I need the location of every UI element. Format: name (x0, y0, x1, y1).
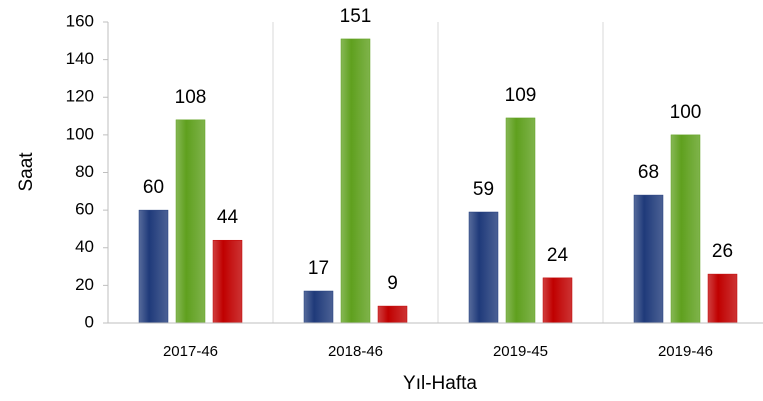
y-tick-label: 140 (66, 49, 94, 68)
bar (377, 305, 408, 324)
x-axis-title: Yıl-Hafta (403, 373, 477, 394)
x-tick-label: 2019-46 (658, 343, 713, 360)
x-tick-label: 2018-46 (328, 343, 383, 360)
bar (303, 290, 334, 324)
y-tick-label: 40 (75, 237, 94, 256)
y-axis-title: Saat (16, 152, 37, 192)
data-label: 9 (387, 273, 398, 294)
data-label: 68 (638, 162, 659, 183)
y-tick-label: 60 (75, 200, 94, 219)
bar (505, 117, 536, 324)
bar (212, 239, 243, 324)
data-label: 100 (670, 102, 702, 123)
bar (175, 119, 206, 324)
data-label: 26 (712, 241, 733, 262)
y-tick-label: 100 (66, 124, 94, 143)
bar (138, 209, 169, 324)
data-label: 108 (175, 87, 207, 108)
y-tick-label: 120 (66, 87, 94, 106)
x-tick-label: 2019-45 (493, 343, 548, 360)
bar (340, 38, 371, 324)
data-label: 59 (473, 179, 494, 200)
bar (542, 277, 573, 324)
data-label: 44 (217, 207, 239, 228)
y-tick-label: 80 (75, 162, 94, 181)
bar (468, 211, 499, 324)
data-label: 60 (143, 177, 164, 198)
data-label: 109 (505, 85, 537, 106)
bar (633, 194, 664, 324)
y-tick-label: 160 (66, 11, 94, 30)
bar (670, 134, 701, 324)
bar (707, 273, 738, 324)
y-tick-label: 20 (75, 275, 94, 294)
data-label: 151 (340, 6, 372, 27)
data-label: 17 (308, 258, 329, 279)
y-tick-label: 0 (85, 312, 94, 331)
data-label: 24 (547, 245, 569, 266)
x-tick-label: 2017-46 (163, 343, 218, 360)
